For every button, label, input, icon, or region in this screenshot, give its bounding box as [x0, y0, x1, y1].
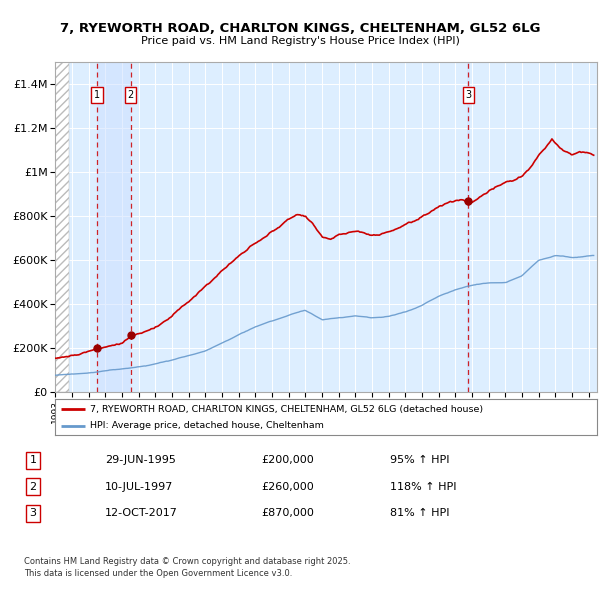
Text: 1: 1: [94, 90, 100, 100]
Text: £870,000: £870,000: [261, 509, 314, 518]
Text: 3: 3: [465, 90, 472, 100]
Text: HPI: Average price, detached house, Cheltenham: HPI: Average price, detached house, Chel…: [91, 421, 324, 431]
Text: 95% ↑ HPI: 95% ↑ HPI: [390, 455, 449, 465]
Text: 81% ↑ HPI: 81% ↑ HPI: [390, 509, 449, 518]
Text: 12-OCT-2017: 12-OCT-2017: [105, 509, 178, 518]
Text: 1: 1: [29, 455, 37, 465]
Text: 118% ↑ HPI: 118% ↑ HPI: [390, 482, 457, 491]
Text: 10-JUL-1997: 10-JUL-1997: [105, 482, 173, 491]
Text: £200,000: £200,000: [261, 455, 314, 465]
Text: £260,000: £260,000: [261, 482, 314, 491]
Text: 2: 2: [127, 90, 134, 100]
Text: 7, RYEWORTH ROAD, CHARLTON KINGS, CHELTENHAM, GL52 6LG: 7, RYEWORTH ROAD, CHARLTON KINGS, CHELTE…: [60, 22, 540, 35]
Text: Contains HM Land Registry data © Crown copyright and database right 2025.
This d: Contains HM Land Registry data © Crown c…: [24, 558, 350, 578]
Text: 2: 2: [29, 482, 37, 491]
Bar: [97, 62, 131, 392]
Text: 3: 3: [29, 509, 37, 518]
Bar: [467, 62, 470, 392]
Text: Price paid vs. HM Land Registry's House Price Index (HPI): Price paid vs. HM Land Registry's House …: [140, 37, 460, 46]
Text: 7, RYEWORTH ROAD, CHARLTON KINGS, CHELTENHAM, GL52 6LG (detached house): 7, RYEWORTH ROAD, CHARLTON KINGS, CHELTE…: [91, 405, 484, 414]
Text: 29-JUN-1995: 29-JUN-1995: [105, 455, 176, 465]
